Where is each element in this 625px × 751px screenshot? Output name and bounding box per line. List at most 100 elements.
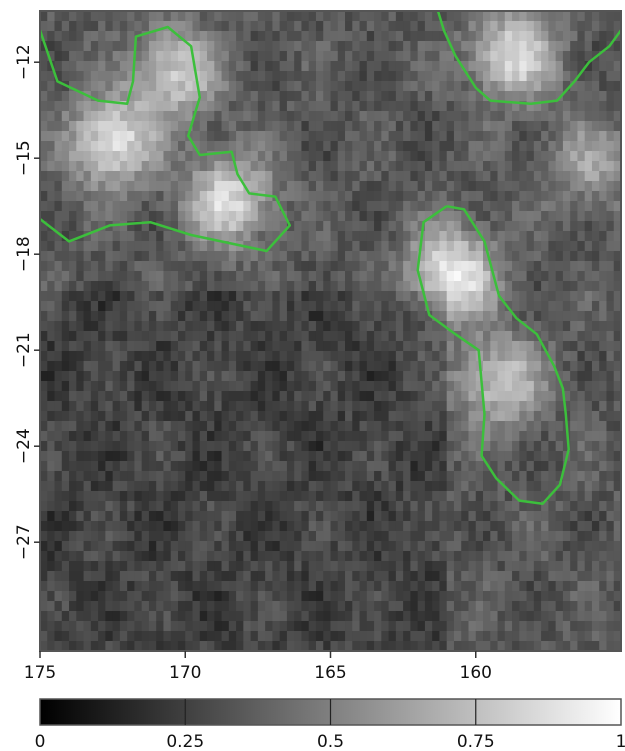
heatmap-cell [599, 221, 608, 232]
heatmap-cell [54, 401, 63, 412]
heatmap-cell [533, 291, 542, 302]
heatmap-cell [577, 541, 586, 552]
heatmap-cell [199, 421, 208, 432]
heatmap-cell [127, 461, 136, 472]
heatmap-cell [512, 531, 520, 542]
heatmap-cell [272, 151, 281, 162]
heatmap-cell [526, 421, 535, 432]
heatmap-cell [47, 411, 56, 422]
heatmap-cell [577, 291, 586, 302]
heatmap-cell [512, 31, 520, 42]
heatmap-cell [381, 191, 390, 202]
heatmap-cell [533, 161, 542, 172]
heatmap-cell [519, 141, 528, 152]
heatmap-cell [228, 141, 237, 152]
heatmap-cell [279, 281, 288, 292]
heatmap-cell [90, 31, 99, 42]
heatmap-cell [83, 31, 92, 42]
heatmap-cell [337, 201, 346, 212]
heatmap-cell [228, 11, 237, 22]
heatmap-cell [308, 41, 317, 52]
heatmap-cell [257, 11, 266, 22]
heatmap-cell [337, 341, 346, 352]
heatmap-cell [417, 161, 426, 172]
heatmap-cell [112, 121, 121, 132]
heatmap-cell [388, 291, 397, 302]
heatmap-cell [221, 221, 230, 232]
heatmap-cell [156, 461, 165, 472]
heatmap-cell [483, 441, 491, 452]
heatmap-cell [555, 391, 564, 402]
heatmap-cell [40, 301, 48, 312]
heatmap-cell [69, 291, 77, 302]
heatmap-cell [105, 281, 114, 292]
heatmap-cell [185, 31, 194, 42]
heatmap-cell [381, 221, 390, 232]
heatmap-cell [221, 191, 230, 202]
heatmap-cell [243, 411, 252, 422]
heatmap-cell [468, 451, 477, 462]
heatmap-cell [432, 621, 441, 632]
heatmap-cell [61, 111, 70, 122]
heatmap-cell [286, 371, 295, 382]
heatmap-cell [446, 511, 455, 522]
heatmap-cell [69, 221, 77, 232]
heatmap-cell [207, 521, 215, 532]
heatmap-cell [148, 601, 157, 612]
heatmap-cell [570, 411, 579, 422]
heatmap-cell [533, 231, 542, 242]
heatmap-cell [410, 261, 419, 272]
heatmap-cell [134, 261, 143, 272]
heatmap-cell [177, 621, 186, 632]
heatmap-cell [105, 301, 114, 312]
heatmap-cell [424, 101, 433, 112]
heatmap-cell [40, 51, 48, 62]
heatmap-cell [257, 41, 266, 52]
heatmap-cell [134, 101, 143, 112]
heatmap-cell [381, 131, 390, 142]
heatmap-cell [40, 411, 48, 422]
heatmap-cell [497, 531, 506, 542]
heatmap-cell [127, 241, 136, 252]
heatmap-cell [156, 441, 165, 452]
heatmap-cell [461, 291, 470, 302]
heatmap-cell [221, 571, 230, 582]
heatmap-cell [526, 11, 535, 22]
heatmap-cell [315, 271, 324, 282]
heatmap-cell [119, 111, 128, 122]
heatmap-cell [453, 71, 462, 82]
heatmap-cell [90, 491, 99, 502]
heatmap-cell [228, 371, 237, 382]
heatmap-cell [526, 201, 535, 212]
heatmap-cell [403, 211, 411, 222]
heatmap-cell [207, 61, 215, 72]
heatmap-cell [606, 231, 615, 242]
heatmap-cell [403, 251, 411, 262]
heatmap-cell [61, 471, 70, 482]
heatmap-cell [388, 481, 397, 492]
heatmap-cell [577, 341, 586, 352]
heatmap-cell [417, 401, 426, 412]
heatmap-cell [272, 271, 281, 282]
heatmap-cell [584, 91, 593, 102]
heatmap-cell [221, 201, 230, 212]
heatmap-cell [374, 71, 382, 82]
heatmap-cell [265, 251, 273, 262]
heatmap-cell [243, 271, 252, 282]
heatmap-cell [279, 621, 288, 632]
heatmap-cell [141, 461, 150, 472]
heatmap-cell [315, 611, 324, 622]
heatmap-cell [504, 191, 513, 202]
heatmap-cell [163, 241, 172, 252]
heatmap-cell [148, 131, 157, 142]
heatmap-cell [497, 411, 506, 422]
heatmap-cell [345, 261, 353, 272]
heatmap-cell [294, 221, 303, 232]
heatmap-cell [555, 321, 564, 332]
heatmap-cell [98, 351, 106, 362]
heatmap-cell [98, 151, 106, 162]
heatmap-cell [243, 451, 252, 462]
heatmap-cell [199, 61, 208, 72]
heatmap-cell [112, 481, 121, 492]
heatmap-cell [359, 561, 368, 572]
